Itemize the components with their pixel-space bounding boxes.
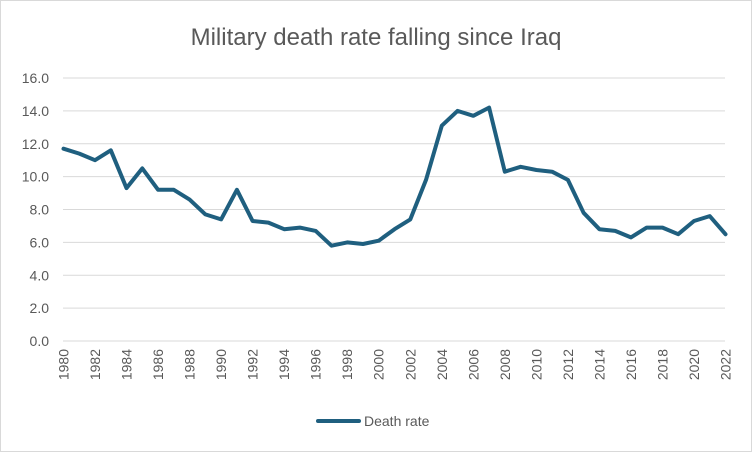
data-point <box>62 147 66 151</box>
data-point <box>645 226 649 230</box>
data-point <box>219 217 223 221</box>
x-tick-label: 1992 <box>245 349 261 380</box>
data-point <box>676 232 680 236</box>
data-point <box>314 229 318 233</box>
data-point <box>125 186 129 190</box>
data-point <box>266 221 270 225</box>
y-tick-label: 16.0 <box>22 70 49 86</box>
data-point <box>408 217 412 221</box>
data-point <box>534 168 538 172</box>
chart-title: Military death rate falling since Iraq <box>191 24 562 51</box>
data-point <box>582 211 586 215</box>
y-axis-tick-labels: 0.0 2.0 4.0 6.0 8.0 10.0 12.0 14.0 16.0 <box>22 70 49 349</box>
data-point <box>298 226 302 230</box>
y-tick-label: 0.0 <box>30 333 50 349</box>
data-point <box>613 229 617 233</box>
data-point <box>660 226 664 230</box>
x-tick-label: 2010 <box>528 349 544 380</box>
data-point <box>456 109 460 113</box>
x-tick-label: 2020 <box>686 349 702 380</box>
x-tick-label: 2016 <box>623 349 639 380</box>
data-point <box>708 214 712 218</box>
data-point <box>109 148 113 152</box>
data-point <box>188 198 192 202</box>
data-point <box>503 170 507 174</box>
data-point <box>487 106 491 110</box>
series-line-death-rate <box>61 105 728 248</box>
data-point <box>282 227 286 231</box>
data-point <box>440 124 444 128</box>
data-point <box>566 178 570 182</box>
x-tick-label: 1994 <box>276 349 292 380</box>
legend: Death rate <box>316 413 430 429</box>
x-tick-label: 1996 <box>308 349 324 380</box>
data-point <box>345 240 349 244</box>
data-point <box>93 158 97 162</box>
x-tick-label: 2004 <box>434 349 450 380</box>
series-group <box>61 105 728 248</box>
x-tick-label: 2018 <box>654 349 670 380</box>
data-point <box>724 232 728 236</box>
y-tick-label: 2.0 <box>30 300 50 316</box>
gridlines <box>63 77 725 309</box>
data-point <box>329 244 333 248</box>
x-tick-label: 2008 <box>497 349 513 380</box>
data-point <box>471 114 475 118</box>
data-point <box>519 165 523 169</box>
x-tick-label: 1990 <box>213 349 229 380</box>
x-axis-tick-labels: 1980 1982 1984 1986 1988 1990 1992 1994 1996 1998… <box>56 349 734 380</box>
data-point <box>424 178 428 182</box>
data-point <box>235 188 239 192</box>
data-point <box>550 170 554 174</box>
y-tick-label: 12.0 <box>22 136 49 152</box>
x-tick-label: 1984 <box>119 349 135 380</box>
x-tick-label: 2002 <box>402 349 418 380</box>
data-point <box>597 227 601 231</box>
data-point <box>361 242 365 246</box>
y-tick-label: 10.0 <box>22 169 49 185</box>
x-tick-label: 1980 <box>56 349 72 380</box>
data-point <box>377 239 381 243</box>
data-point <box>77 152 81 156</box>
data-point <box>251 219 255 223</box>
x-tick-label: 2006 <box>465 349 481 380</box>
x-tick-label: 1998 <box>339 349 355 380</box>
data-point <box>140 166 144 170</box>
y-tick-label: 4.0 <box>30 267 50 283</box>
data-point <box>629 235 633 239</box>
x-tick-label: 2012 <box>560 349 576 380</box>
x-tick-label: 2022 <box>718 349 734 380</box>
y-tick-label: 14.0 <box>22 103 49 119</box>
data-point <box>692 219 696 223</box>
x-tick-label: 1982 <box>87 349 103 380</box>
x-tick-label: 2014 <box>591 349 607 380</box>
legend-label-death-rate: Death rate <box>364 413 430 429</box>
x-tick-label: 1988 <box>182 349 198 380</box>
y-tick-label: 6.0 <box>30 234 50 250</box>
x-tick-label: 2000 <box>371 349 387 380</box>
data-point <box>172 188 176 192</box>
y-tick-label: 8.0 <box>30 202 50 218</box>
data-point <box>156 188 160 192</box>
data-point <box>203 212 207 216</box>
data-point <box>393 227 397 231</box>
x-tick-label: 1986 <box>150 349 166 380</box>
